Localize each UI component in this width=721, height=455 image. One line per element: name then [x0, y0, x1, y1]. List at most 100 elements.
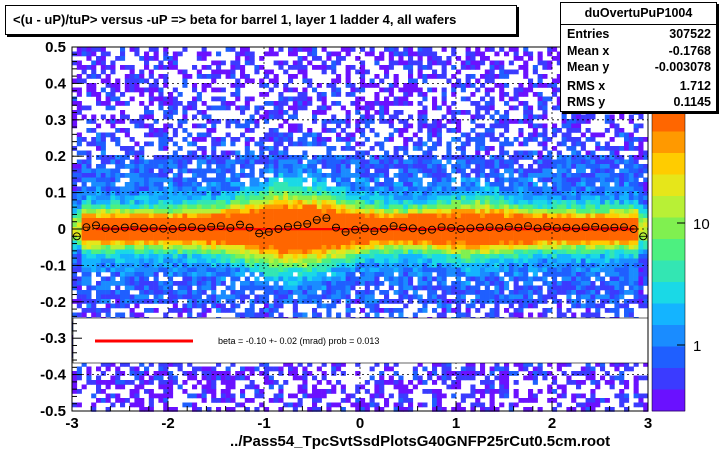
heatmap-cell: [139, 398, 145, 403]
heatmap-cell: [177, 362, 183, 367]
heatmap-cell: [489, 249, 495, 255]
heatmap-cell: [350, 272, 356, 277]
heatmap-cell: [288, 245, 294, 250]
heatmap-cell: [422, 114, 428, 120]
heatmap-cell: [316, 65, 322, 70]
heatmap-cell: [504, 74, 510, 79]
heatmap-cell: [163, 281, 169, 286]
heatmap-cell: [153, 83, 159, 88]
heatmap-cell: [340, 200, 346, 205]
heatmap-cell: [168, 209, 174, 214]
heatmap-cell: [206, 119, 212, 124]
heatmap-cell: [81, 195, 87, 201]
heatmap-cell: [172, 218, 178, 223]
heatmap-cell: [398, 245, 404, 250]
heatmap-cell: [211, 290, 217, 295]
heatmap-cell: [283, 263, 289, 268]
heatmap-cell: [105, 65, 111, 70]
heatmap-cell: [302, 132, 308, 138]
heatmap-cell: [211, 375, 217, 381]
heatmap-cell: [451, 195, 457, 201]
heatmap-cell: [489, 398, 495, 403]
heatmap-cell: [139, 402, 145, 408]
heatmap-cell: [432, 173, 438, 178]
heatmap-cell: [288, 290, 294, 295]
heatmap-cell: [177, 164, 183, 169]
heatmap-cell: [446, 285, 452, 291]
heatmap-cell: [465, 173, 471, 178]
heatmap-cell: [504, 101, 510, 106]
heatmap-cell: [398, 272, 404, 277]
heatmap-cell: [408, 51, 414, 57]
heatmap-cell: [499, 204, 505, 210]
heatmap-cell: [206, 128, 212, 133]
heatmap-cell: [124, 191, 130, 196]
heatmap-cell: [374, 159, 380, 165]
heatmap-cell: [158, 285, 164, 291]
heatmap-cell: [244, 119, 250, 124]
heatmap-cell: [350, 173, 356, 178]
heatmap-cell: [129, 47, 135, 52]
heatmap-cell: [494, 258, 500, 264]
heatmap-cell: [148, 191, 154, 196]
heatmap-cell: [91, 312, 97, 318]
heatmap-cell: [388, 393, 394, 399]
heatmap-cell: [408, 65, 414, 70]
heatmap-cell: [441, 74, 447, 79]
heatmap-cell: [384, 276, 390, 282]
heatmap-cell: [196, 168, 202, 174]
heatmap-cell: [134, 47, 140, 52]
heatmap-cell: [388, 137, 394, 142]
heatmap-cell: [105, 281, 111, 286]
heatmap-cell: [393, 267, 399, 273]
heatmap-cell: [273, 177, 279, 183]
heatmap-cell: [297, 375, 303, 381]
heatmap-cell: [72, 389, 78, 394]
heatmap-cell: [120, 65, 126, 70]
heatmap-cell: [134, 141, 140, 147]
heatmap-cell: [216, 213, 222, 219]
heatmap-cell: [158, 294, 164, 300]
heatmap-cell: [273, 240, 279, 246]
heatmap-cell: [163, 200, 169, 205]
heatmap-cell: [312, 186, 318, 192]
heatmap-cell: [297, 209, 303, 214]
heatmap-cell: [494, 312, 500, 318]
heatmap-cell: [292, 209, 298, 214]
heatmap-cell: [148, 218, 154, 223]
heatmap-cell: [451, 245, 457, 250]
heatmap-cell: [470, 56, 476, 61]
heatmap-cell: [345, 182, 351, 187]
heatmap-cell: [148, 204, 154, 210]
heatmap-cell: [148, 128, 154, 133]
heatmap-cell: [129, 78, 135, 84]
heatmap-cell: [201, 56, 207, 61]
heatmap-cell: [96, 312, 102, 318]
heatmap-cell: [340, 272, 346, 277]
heatmap-cell: [302, 105, 308, 111]
heatmap-cell: [172, 294, 178, 300]
heatmap-cell: [292, 177, 298, 183]
heatmap-cell: [139, 218, 145, 223]
heatmap-cell: [307, 218, 313, 223]
heatmap-cell: [129, 213, 135, 219]
heatmap-cell: [100, 47, 106, 52]
heatmap-cell: [225, 236, 231, 241]
heatmap-cell: [139, 123, 145, 129]
heatmap-cell: [244, 209, 250, 214]
heatmap-cell: [470, 362, 476, 367]
heatmap-cell: [240, 83, 246, 88]
heatmap-cell: [355, 281, 361, 286]
heatmap-cell: [480, 276, 486, 282]
heatmap-cell: [288, 177, 294, 183]
heatmap-cell: [100, 65, 106, 70]
heatmap-cell: [446, 366, 452, 372]
heatmap-cell: [336, 87, 342, 93]
heatmap-cell: [297, 290, 303, 295]
heatmap-cell: [273, 60, 279, 66]
heatmap-cell: [374, 177, 380, 183]
heatmap-cell: [494, 204, 500, 210]
heatmap-cell: [432, 294, 438, 300]
heatmap-cell: [292, 74, 298, 79]
heatmap-cell: [331, 164, 337, 169]
